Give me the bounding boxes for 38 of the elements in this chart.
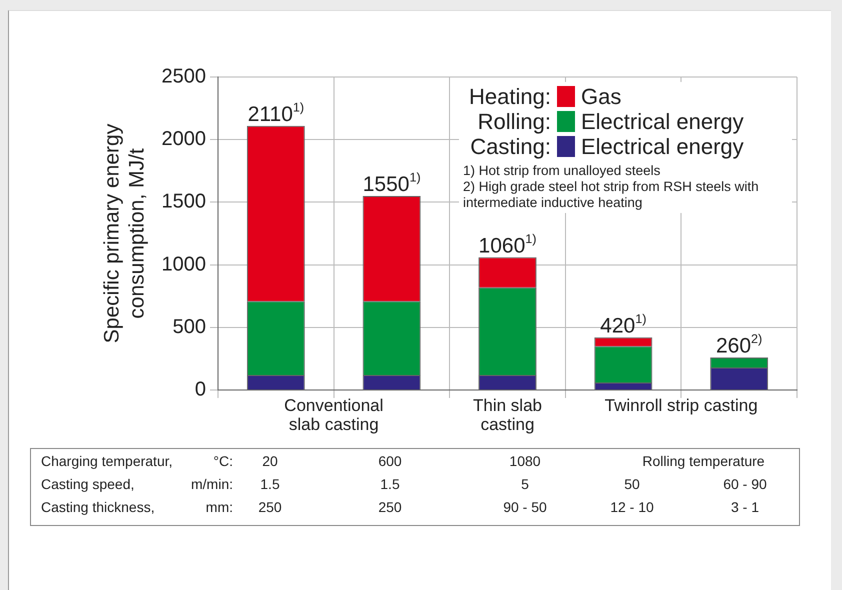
text: 1.5 (379, 476, 401, 492)
annotation: 1) Hot strip from unalloyed steels (463, 163, 662, 179)
legend-label: Electrical energy (581, 134, 744, 159)
annotation: Rolling: (476, 109, 551, 134)
text: 20 (262, 453, 278, 469)
text: 250 (377, 499, 403, 515)
text: 60 - 90 (722, 476, 768, 492)
text: Casting speed, (41, 476, 134, 492)
y-tick-label: 1000 (162, 253, 206, 276)
text: Casting thickness, (41, 499, 155, 515)
text: 250 (258, 499, 282, 515)
text: Conventional slab casting (284, 396, 384, 434)
text: °C: (213, 453, 233, 469)
y-axis-title: Specific primary energy consumption, MJ/t (100, 123, 149, 344)
text: 600 (377, 453, 403, 469)
text: Thin slab casting (473, 396, 542, 434)
y-tick-label: 2000 (162, 128, 206, 150)
text: 50 (624, 476, 640, 492)
text: mm: (206, 499, 233, 515)
y-tick-label: 0 (194, 378, 206, 401)
text: 12 - 10 (610, 499, 654, 515)
text: Charging temperatur, (41, 453, 173, 469)
text: m/min: (191, 476, 233, 492)
text: 1.5 (260, 476, 280, 492)
y-tick-label: 2500 (162, 66, 206, 88)
annotation: 2) High grade steel hot strip from RSH steels with intermediate inductive heating (463, 179, 760, 211)
text: 5 (520, 476, 530, 492)
legend-label: Electrical energy (581, 109, 744, 134)
text: 3 - 1 (730, 499, 759, 515)
legend-label: Gas (581, 84, 622, 109)
annotation: Heating: (468, 84, 551, 109)
text: 90 - 50 (503, 499, 547, 515)
y-tick-label: 1500 (162, 190, 206, 213)
text: Twinroll strip casting (604, 396, 758, 416)
text: 1080 (508, 453, 542, 469)
text: Rolling temperature (641, 453, 766, 469)
annotation: Casting: (469, 134, 551, 159)
y-tick-label: 500 (172, 316, 206, 338)
